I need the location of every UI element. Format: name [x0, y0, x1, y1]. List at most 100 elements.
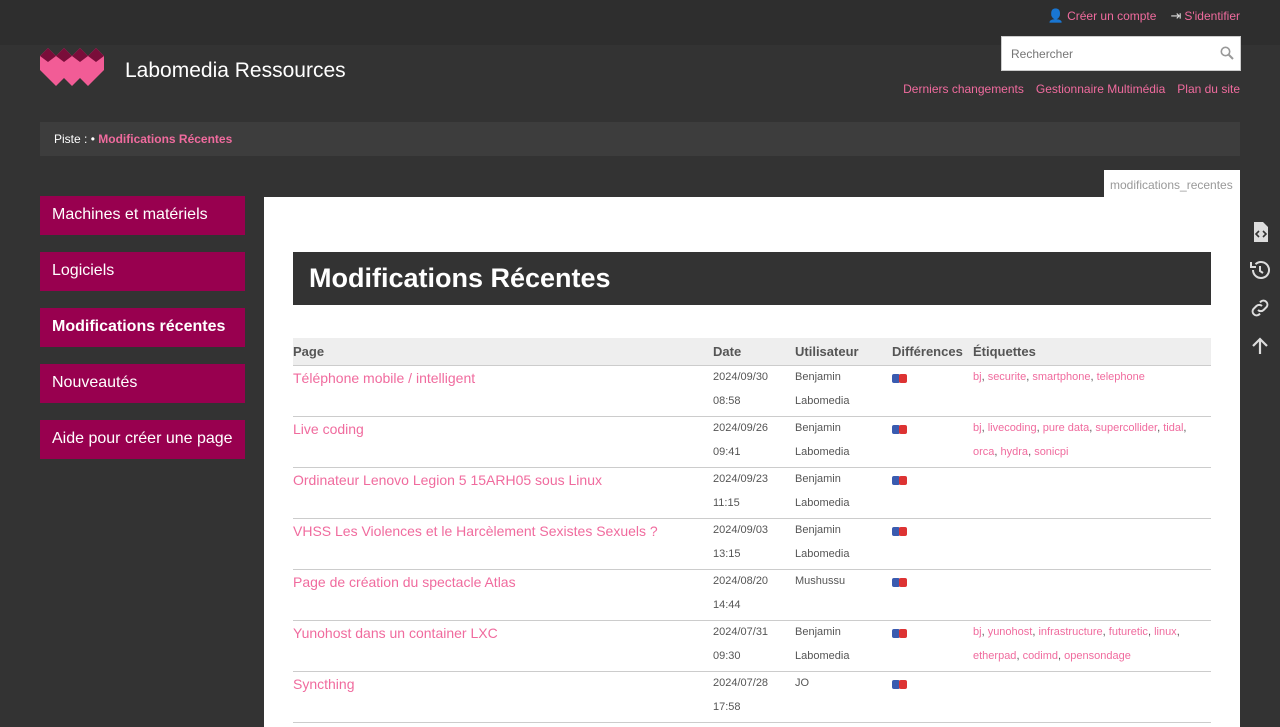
tag-link[interactable]: pure data	[1042, 421, 1090, 434]
user-name: Benjamin	[795, 472, 841, 485]
diff-icon[interactable]	[892, 678, 908, 690]
tag-link[interactable]: opensondage	[1064, 649, 1131, 662]
tag-link[interactable]: codimd	[1022, 649, 1059, 662]
site-title[interactable]: Labomedia Ressources	[125, 59, 346, 82]
user-name: Mushussu	[795, 574, 846, 587]
user-name: Labomedia	[795, 496, 850, 509]
sidebar-item[interactable]: Machines et matériels	[40, 196, 245, 235]
date: 2024/07/28	[713, 676, 769, 689]
tag-link[interactable]: linux	[1154, 625, 1177, 638]
diff-icon[interactable]	[892, 576, 908, 588]
page-link[interactable]: Yunohost dans un container LXC	[293, 624, 498, 641]
date: 2024/07/31	[713, 625, 769, 638]
date: 2024/09/03	[713, 523, 769, 536]
tag-link[interactable]: yunohost	[987, 625, 1033, 638]
sidebar-item[interactable]: Logiciels	[40, 252, 245, 291]
login-icon: ⇥	[1170, 8, 1182, 23]
time: 09:30	[713, 649, 741, 662]
show-source-icon[interactable]	[1248, 220, 1272, 244]
page-content: Modifications Récentes Page Date Utilisa…	[264, 197, 1240, 727]
time: 17:58	[713, 700, 741, 713]
date: 2024/09/23	[713, 472, 769, 485]
tag-link[interactable]: bj	[973, 421, 982, 434]
breadcrumb: Piste : • Modifications Récentes	[40, 122, 1240, 156]
page-link[interactable]: Syncthing	[293, 675, 355, 692]
tag-link[interactable]: smartphone	[1032, 370, 1091, 383]
table-row: Téléphone mobile / intelligent 2024/09/3…	[293, 365, 1211, 417]
diff-icon[interactable]	[892, 627, 908, 639]
user-plus-icon: 👤	[1047, 8, 1065, 23]
header-user: Utilisateur	[795, 338, 892, 366]
recent-changes-link[interactable]: Derniers changements	[903, 82, 1024, 96]
search-box	[1001, 36, 1241, 71]
sidebar-item[interactable]: Aide pour créer une page	[40, 420, 245, 459]
sidebar-item[interactable]: Nouveautés	[40, 364, 245, 403]
tag-link[interactable]: telephone	[1096, 370, 1145, 383]
create-account-link[interactable]: 👤 Créer un compte	[1047, 8, 1157, 23]
table-row: Yunohost dans un container LXC 2024/07/3…	[293, 620, 1211, 672]
table-row: Syncthing 2024/07/28 17:58 JO	[293, 671, 1211, 723]
sitemap-link[interactable]: Plan du site	[1177, 82, 1240, 96]
page-title: Modifications Récentes	[293, 252, 1211, 305]
header-date: Date	[713, 338, 795, 366]
site-tools: Derniers changements Gestionnaire Multim…	[903, 82, 1240, 96]
time: 09:41	[713, 445, 741, 458]
user-name: Labomedia	[795, 547, 850, 560]
site-logo[interactable]	[40, 48, 104, 86]
page-link[interactable]: VHSS Les Violences et le Harcèlement Sex…	[293, 522, 658, 539]
page-link[interactable]: Ordinateur Lenovo Legion 5 15ARH05 sous …	[293, 471, 602, 488]
user-name: Labomedia	[795, 649, 850, 662]
tag-link[interactable]: bj	[973, 370, 982, 383]
table-row: Page de création du spectacle Atlas 2024…	[293, 569, 1211, 621]
date: 2024/08/20	[713, 574, 769, 587]
tag-link[interactable]: supercollider	[1095, 421, 1158, 434]
search-icon[interactable]	[1220, 46, 1234, 60]
login-link[interactable]: ⇥ S'identifier	[1170, 8, 1240, 23]
header-page: Page	[293, 338, 713, 366]
time: 08:58	[713, 394, 741, 407]
table-row: Live coding 2024/09/26 09:41 Benjamin Labo…	[293, 416, 1211, 468]
user-name: Benjamin	[795, 421, 841, 434]
user-tools: 👤 Créer un compte ⇥ S'identifier	[1048, 8, 1240, 24]
backlinks-icon[interactable]	[1248, 296, 1272, 320]
diff-icon[interactable]	[892, 423, 908, 435]
search-input[interactable]	[1002, 37, 1202, 70]
time: 14:44	[713, 598, 741, 611]
tag-link[interactable]: etherpad	[973, 649, 1017, 662]
user-name: Benjamin	[795, 370, 841, 383]
recent-changes-table: Page Date Utilisateur Différences Étique…	[293, 338, 1211, 723]
page-id: modifications_recentes	[1104, 170, 1240, 197]
user-name: JO	[795, 676, 810, 689]
diff-icon[interactable]	[892, 474, 908, 486]
page-link[interactable]: Live coding	[293, 420, 364, 437]
breadcrumb-current[interactable]: Modifications Récentes	[98, 132, 233, 146]
date: 2024/09/30	[713, 370, 769, 383]
date: 2024/09/26	[713, 421, 769, 434]
user-name: Benjamin	[795, 625, 841, 638]
sidebar-item[interactable]: Modifications récentes	[40, 308, 245, 347]
table-row: VHSS Les Violences et le Harcèlement Sex…	[293, 518, 1211, 570]
diff-icon[interactable]	[892, 525, 908, 537]
media-manager-link[interactable]: Gestionnaire Multimédia	[1035, 82, 1166, 96]
tag-link[interactable]: infrastructure	[1038, 625, 1103, 638]
user-name: Benjamin	[795, 523, 841, 536]
tag-link[interactable]: hydra	[1000, 445, 1029, 458]
tag-link[interactable]: sonicpi	[1034, 445, 1069, 458]
back-to-top-icon[interactable]	[1248, 334, 1272, 358]
time: 13:15	[713, 547, 741, 560]
sidebar: Machines et matériels Logiciels Modificati…	[40, 196, 245, 476]
tag-link[interactable]: orca	[973, 445, 995, 458]
diff-icon[interactable]	[892, 372, 908, 384]
user-name: Labomedia	[795, 394, 850, 407]
page-link[interactable]: Page de création du spectacle Atlas	[293, 573, 516, 590]
tag-link[interactable]: tidal	[1163, 421, 1184, 434]
tag-link[interactable]: livecoding	[987, 421, 1037, 434]
user-name: Labomedia	[795, 445, 850, 458]
page-link[interactable]: Téléphone mobile / intelligent	[293, 369, 476, 386]
tag-link[interactable]: securite	[987, 370, 1027, 383]
tag-link[interactable]: bj	[973, 625, 982, 638]
header-diff: Différences	[892, 338, 973, 366]
table-row: Ordinateur Lenovo Legion 5 15ARH05 sous …	[293, 467, 1211, 519]
tag-link[interactable]: futuretic	[1108, 625, 1148, 638]
old-revisions-icon[interactable]	[1248, 258, 1272, 282]
